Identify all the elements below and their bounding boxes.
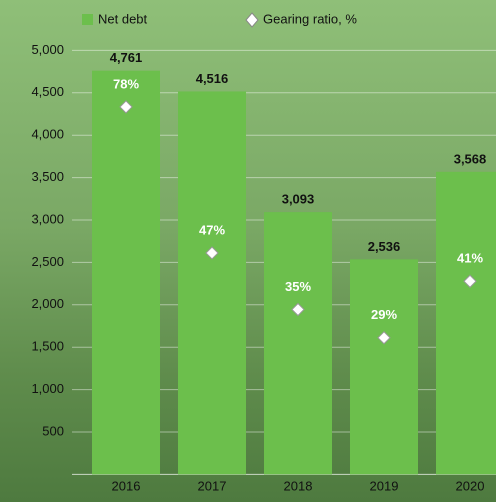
data-label: 4,761 — [110, 50, 143, 65]
data-label: 4,516 — [196, 71, 229, 86]
y-tick-label: 2,500 — [31, 254, 64, 269]
bar — [178, 91, 246, 475]
data-label: 29% — [371, 307, 397, 322]
x-tick-label: 2019 — [370, 478, 399, 493]
y-tick-label: 5,000 — [31, 42, 64, 57]
legend-label: Gearing ratio, % — [263, 11, 357, 26]
y-tick-label: 2,000 — [31, 296, 64, 311]
marker — [119, 100, 133, 114]
bar — [92, 70, 160, 475]
data-label: 2,536 — [368, 239, 401, 254]
marker — [205, 246, 219, 260]
y-tick-label: 500 — [42, 423, 64, 438]
bar — [436, 171, 496, 475]
x-tick-label: 2017 — [198, 478, 227, 493]
legend-swatch — [245, 12, 259, 28]
legend-label: Net debt — [98, 11, 148, 26]
marker — [291, 302, 305, 317]
y-tick-label: 3,000 — [31, 211, 64, 226]
data-label: 3,568 — [454, 151, 487, 166]
data-label: 3,093 — [282, 192, 315, 207]
legend-swatch — [82, 14, 93, 25]
y-tick-label: 4,500 — [31, 84, 64, 99]
y-tick-label: 4,000 — [31, 127, 64, 142]
data-label: 41% — [457, 251, 483, 266]
marker — [463, 274, 477, 288]
y-tick-label: 1,000 — [31, 381, 64, 396]
x-tick-label: 2016 — [112, 478, 141, 493]
y-tick-label: 3,500 — [31, 169, 64, 184]
data-label: 78% — [113, 76, 139, 91]
x-tick-label: 2020 — [456, 478, 485, 493]
bar — [264, 212, 332, 475]
marker — [377, 331, 391, 345]
data-label: 47% — [199, 222, 225, 237]
bar — [350, 259, 418, 475]
x-tick-label: 2018 — [284, 478, 313, 493]
data-label: 35% — [285, 279, 311, 294]
y-tick-label: 1,500 — [31, 339, 64, 354]
